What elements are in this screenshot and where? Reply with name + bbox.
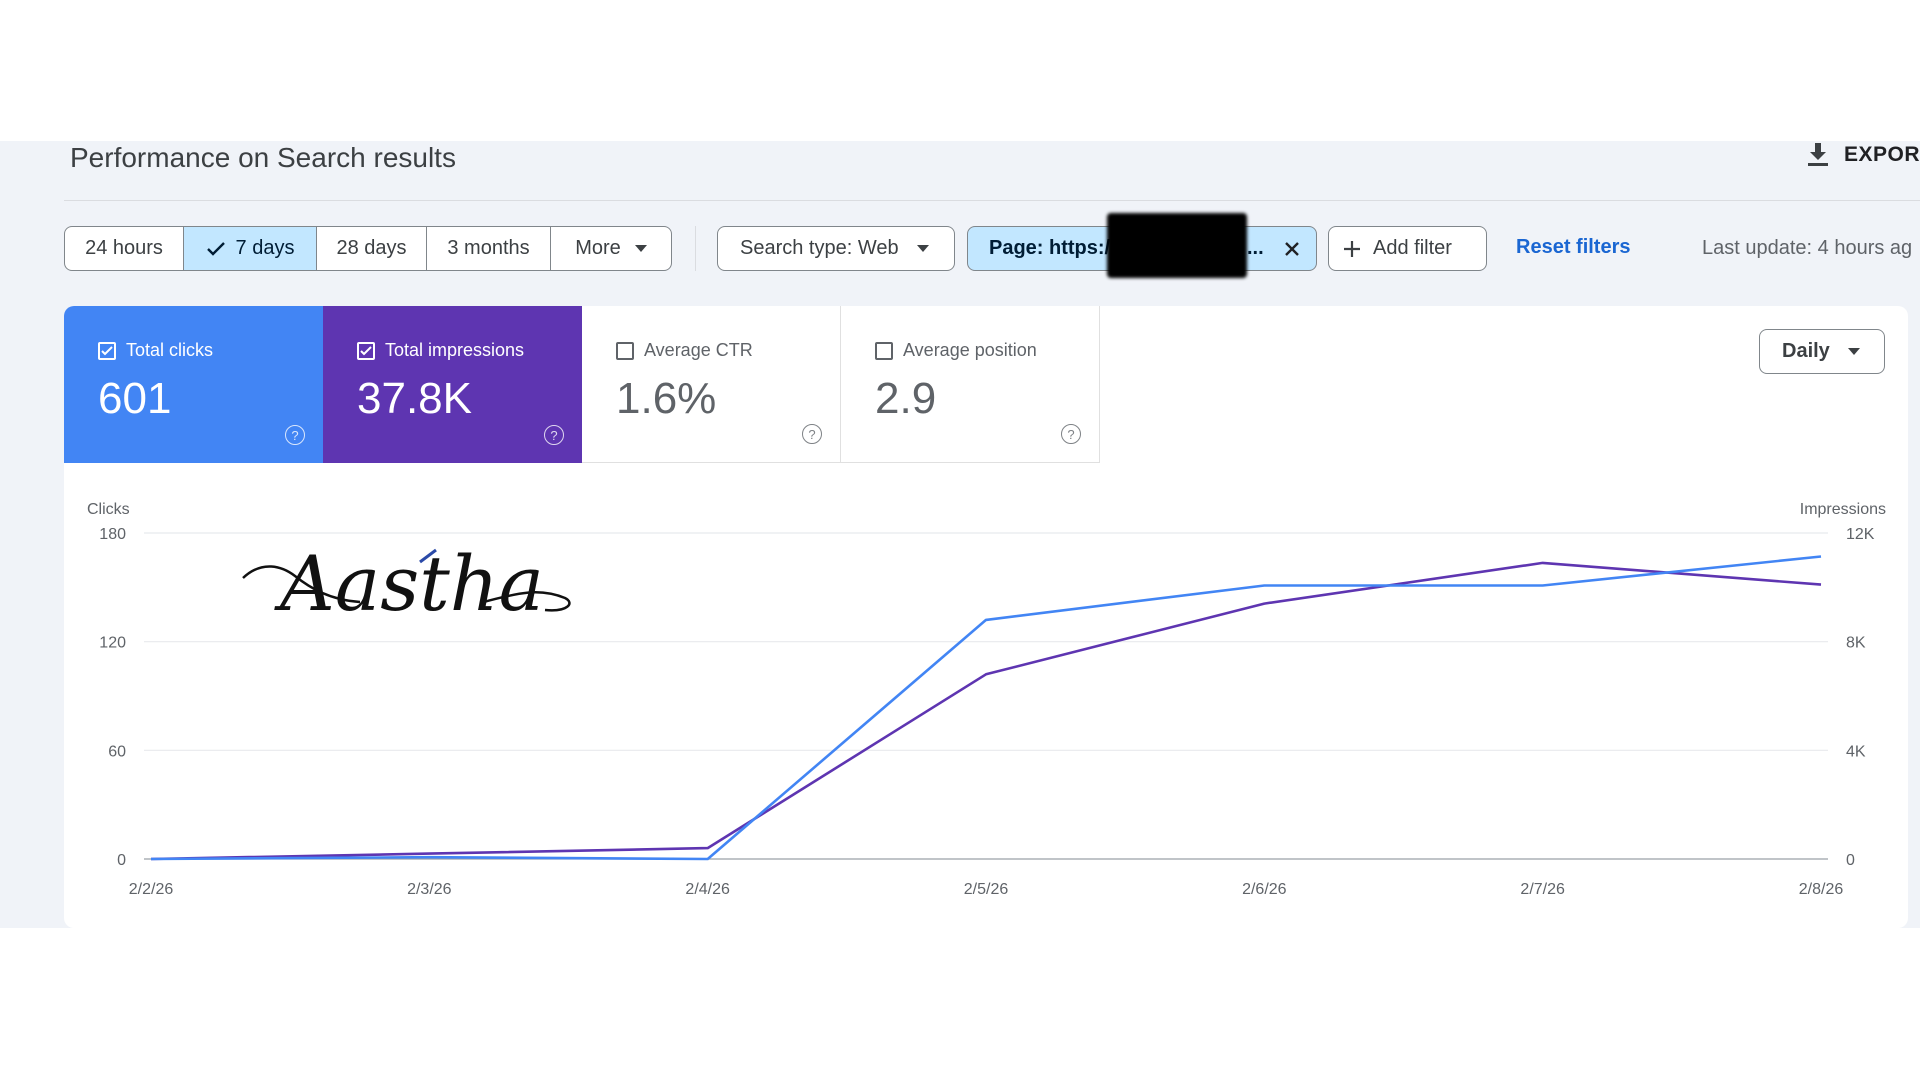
reset-filters-link[interactable]: Reset filters [1516,236,1631,258]
date-range-7d[interactable]: 7 days [184,227,317,270]
checkbox-unchecked-icon[interactable] [616,341,634,360]
checkbox-checked-icon[interactable] [357,341,375,360]
metric-header: Average position [875,340,1037,361]
dropdown-arrow-icon [634,244,647,252]
search-type-label: Search type: Web [740,237,899,259]
export-label: EXPORT [1844,143,1920,166]
page-filter-ellipsis: ... [1247,237,1264,259]
redaction-block [1107,213,1247,278]
granularity-label: Daily [1782,340,1830,362]
help-icon[interactable]: ? [544,425,564,445]
download-icon [1808,143,1828,166]
plus-icon [1344,240,1360,257]
check-icon [206,241,225,256]
dropdown-arrow-icon [1847,347,1860,355]
header-divider [64,200,1920,201]
metric-value: 601 [98,374,172,423]
metric-label: Average position [903,340,1037,360]
metric-header: Total clicks [98,340,213,361]
page-filter-label: Page: https:/ [989,237,1111,259]
add-filter-button[interactable]: Add filter [1328,226,1487,271]
metric-label: Total clicks [126,340,214,360]
dropdown-arrow-icon [916,244,929,252]
help-icon[interactable]: ? [285,425,305,445]
granularity-dropdown[interactable]: Daily [1759,329,1885,374]
checkbox-checked-icon[interactable] [98,341,116,360]
metric-header: Average CTR [616,340,753,361]
help-icon[interactable]: ? [1061,424,1081,444]
metric-average-position[interactable]: Average position 2.9 ? [841,306,1100,463]
export-button[interactable]: EXPORT [1806,142,1920,168]
add-filter-label: Add filter [1373,237,1452,259]
last-update-text: Last update: 4 hours ag [1702,237,1913,259]
close-icon[interactable] [1284,241,1300,257]
metric-label: Average CTR [644,340,753,360]
date-range-3m[interactable]: 3 months [427,227,551,270]
page-title: Performance on Search results [70,142,456,173]
metric-value: 1.6% [616,374,717,423]
checkbox-unchecked-icon[interactable] [875,341,893,360]
metric-value: 2.9 [875,374,937,423]
date-range-more[interactable]: More [551,227,671,270]
metric-value: 37.8K [357,374,472,423]
help-icon[interactable]: ? [802,424,822,444]
date-range-28d[interactable]: 28 days [317,227,427,270]
metric-header: Total impressions [357,340,524,361]
performance-card: Total clicks 601 ? Total impressions 37.… [64,306,1908,928]
date-range-selector: 24 hours 7 days 28 days 3 months More [64,226,672,271]
metric-average-ctr[interactable]: Average CTR 1.6% ? [582,306,841,463]
metric-label: Total impressions [385,340,525,360]
toolbar-separator [695,226,696,271]
metric-total-clicks[interactable]: Total clicks 601 ? [64,306,323,463]
metric-total-impressions[interactable]: Total impressions 37.8K ? [323,306,582,463]
search-type-filter[interactable]: Search type: Web [717,226,955,271]
date-range-7d-label: 7 days [235,237,295,259]
date-range-more-label: More [575,237,621,259]
date-range-24h[interactable]: 24 hours [65,227,184,270]
